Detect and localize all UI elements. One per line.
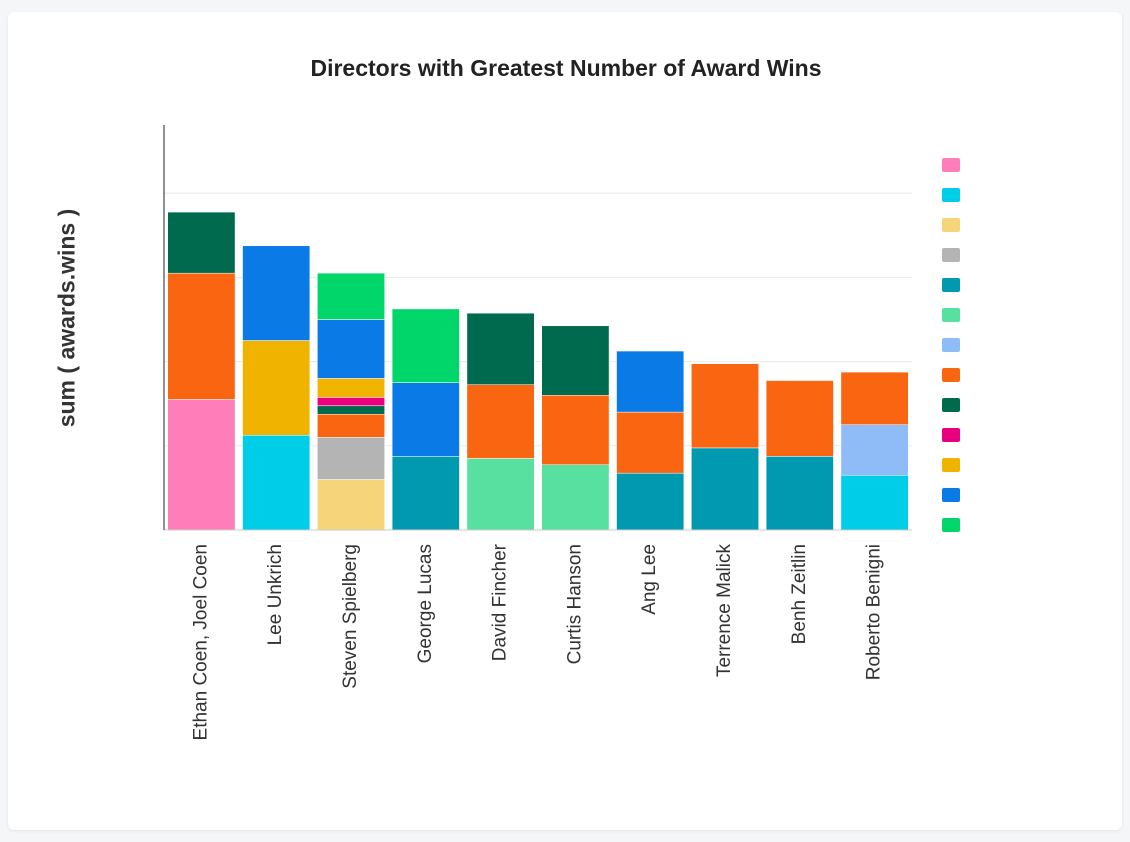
legend-item[interactable] (942, 360, 1102, 390)
legend-item[interactable] (942, 150, 1102, 180)
bar-segment[interactable] (765, 380, 834, 457)
bar-segment[interactable] (167, 399, 236, 531)
x-tick-label: George Lucas (415, 544, 436, 663)
x-tick-label: Benh Zeitlin (789, 544, 810, 644)
legend-item[interactable] (942, 330, 1102, 360)
legend-item[interactable] (942, 450, 1102, 480)
bar-segment[interactable] (466, 458, 535, 531)
bar-segment[interactable] (616, 350, 685, 413)
legend-item[interactable] (942, 210, 1102, 240)
bar-segment[interactable] (466, 312, 535, 385)
bar-segment[interactable] (242, 340, 311, 436)
x-tick-label: Ang Lee (639, 544, 660, 615)
legend-item[interactable] (942, 270, 1102, 300)
bar-segment[interactable] (616, 472, 685, 531)
bar-segment[interactable] (691, 363, 759, 449)
x-axis-labels: Ethan Coen, Joel Coen Lee Unkrich Steven S… (190, 543, 884, 740)
legend-item[interactable] (942, 480, 1102, 510)
bar-segment[interactable] (391, 308, 460, 383)
bar-segment[interactable] (317, 397, 385, 407)
bar-segment[interactable] (616, 411, 685, 474)
bar-segment[interactable] (317, 405, 385, 415)
legend-swatch (942, 218, 960, 232)
legend-swatch (942, 518, 960, 532)
x-tick-label: Steven Spielberg (340, 544, 361, 689)
legend-swatch (942, 188, 960, 202)
x-tick-label: Curtis Hanson (564, 544, 585, 664)
x-tick-label: Lee Unkrich (265, 544, 286, 645)
bar-stacks (167, 211, 909, 531)
legend-item[interactable] (942, 510, 1102, 540)
chart-title: Directors with Greatest Number of Award … (310, 55, 822, 81)
bar-segment[interactable] (541, 464, 610, 531)
legend-item[interactable] (942, 420, 1102, 450)
bar-segment[interactable] (541, 395, 610, 465)
bar-segment[interactable] (840, 424, 909, 476)
x-tick-label: Roberto Benigni (864, 544, 885, 680)
legend-swatch (942, 458, 960, 472)
legend-swatch (942, 158, 960, 172)
legend (942, 150, 1102, 540)
legend-swatch (942, 428, 960, 442)
bar-segment[interactable] (391, 456, 460, 531)
bar-segment[interactable] (391, 382, 460, 457)
bar-segment[interactable] (242, 435, 311, 531)
legend-item[interactable] (942, 390, 1102, 420)
legend-swatch (942, 488, 960, 502)
bar-segment[interactable] (317, 413, 385, 438)
x-tick-label: David Fincher (490, 543, 511, 661)
bar-segment[interactable] (242, 245, 311, 341)
legend-swatch (942, 278, 960, 292)
bar-segment[interactable] (541, 325, 610, 396)
bar-segment[interactable] (317, 378, 385, 398)
legend-item[interactable] (942, 240, 1102, 270)
legend-item[interactable] (942, 300, 1102, 330)
legend-swatch (942, 248, 960, 262)
bar-segment[interactable] (466, 384, 535, 459)
bar-segment[interactable] (691, 447, 759, 531)
bar-segment[interactable] (167, 211, 236, 274)
legend-swatch (942, 338, 960, 352)
bar-segment[interactable] (840, 371, 909, 425)
bar-segment[interactable] (840, 475, 909, 531)
bar-segment[interactable] (317, 319, 385, 379)
bar-segment[interactable] (317, 272, 385, 320)
bar-segment[interactable] (317, 437, 385, 480)
legend-swatch (942, 368, 960, 382)
legend-item[interactable] (942, 180, 1102, 210)
x-tick-label: Ethan Coen, Joel Coen (190, 544, 211, 740)
bar-segment[interactable] (317, 479, 385, 531)
bar-segment[interactable] (765, 456, 834, 531)
x-tick-label: Terrence Malick (714, 544, 735, 678)
legend-swatch (942, 398, 960, 412)
legend-swatch (942, 308, 960, 322)
bar-segment[interactable] (167, 272, 236, 400)
